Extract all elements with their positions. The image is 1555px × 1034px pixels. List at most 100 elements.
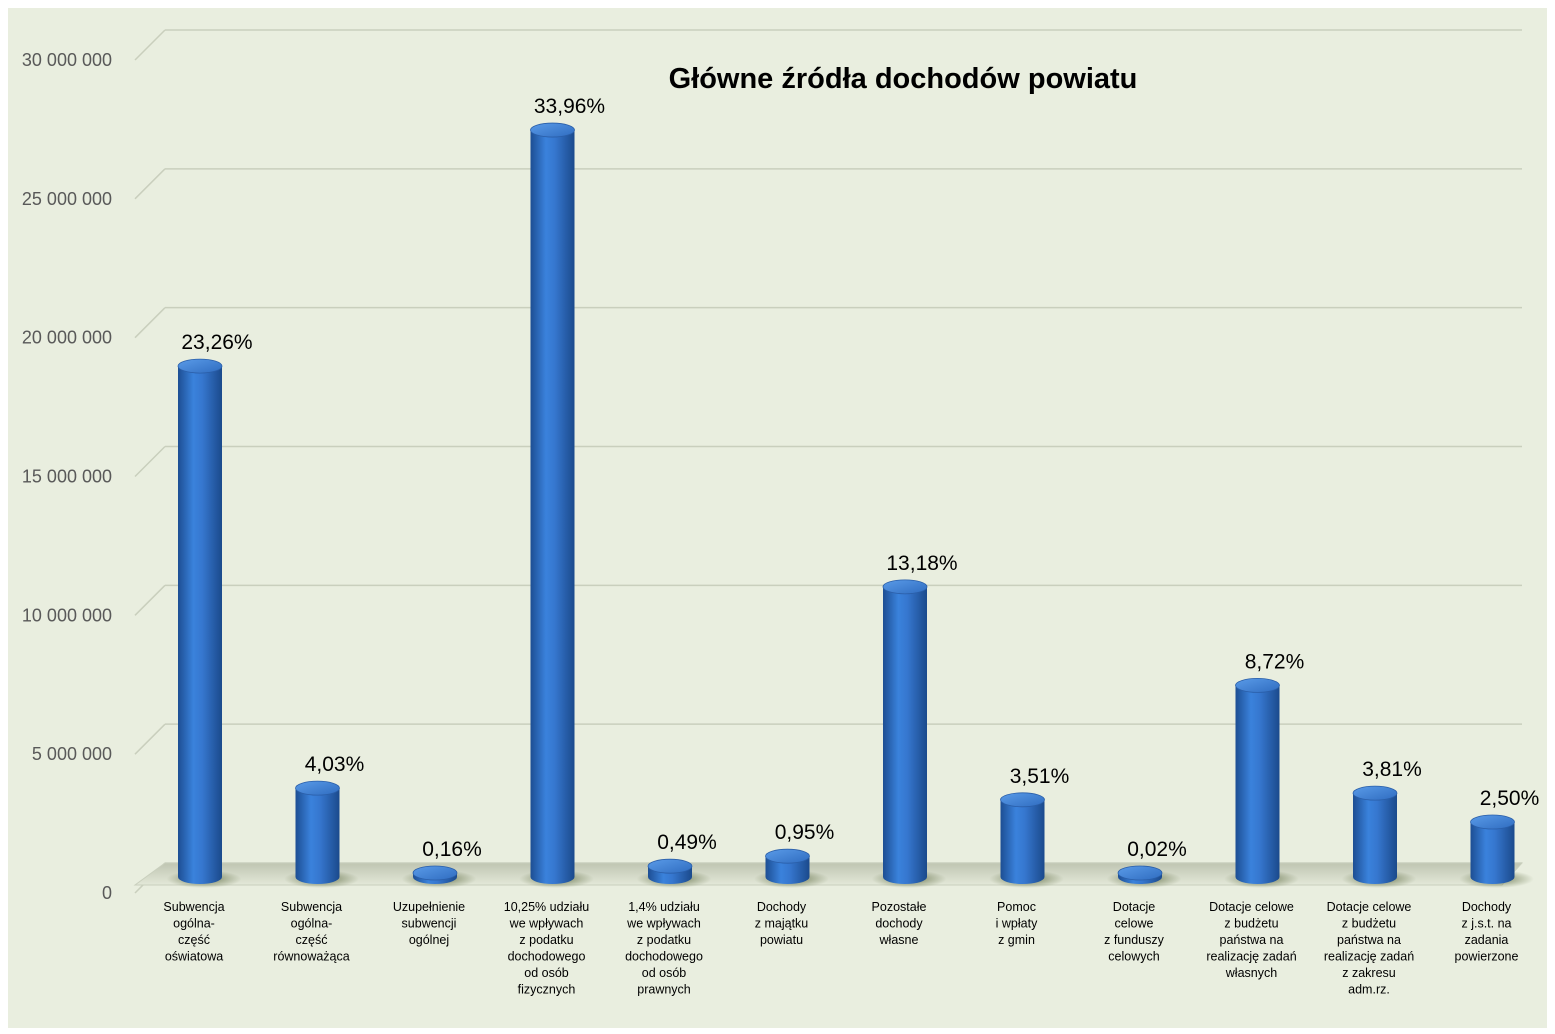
category-label: Subwencja ogólna-część równoważąca xyxy=(273,900,349,964)
category-label-line: część xyxy=(178,933,210,947)
category-label-line: realizację zadań xyxy=(1324,950,1414,964)
category-label-line: 1,4% udziału xyxy=(628,900,700,914)
category-label-line: powiatu xyxy=(760,933,803,947)
gridline-side xyxy=(134,168,166,200)
data-label: 2,50% xyxy=(1480,787,1540,810)
y-axis: 0 5 000 000 10 000 000 15 000 000 20 000 000… xyxy=(22,50,112,903)
bar-body xyxy=(1470,822,1515,885)
bar-top xyxy=(412,865,458,881)
bar-body xyxy=(530,130,575,885)
bar-body xyxy=(178,366,222,884)
data-labels: 23,26% 4,03% 0,16% 33,96% 0,49% 0,95% 13,18% 3,… xyxy=(181,95,1540,861)
category-label-line: Dochody xyxy=(1462,900,1512,914)
category-label-line: adm.rz. xyxy=(1348,983,1390,997)
y-tick-label: 15 000 000 xyxy=(22,467,112,487)
category-label-line: z j.s.t. na xyxy=(1461,917,1511,931)
y-tick-label: 30 000 000 xyxy=(22,50,112,70)
category-label-line: i wpłaty xyxy=(996,917,1038,931)
category-label-line: część xyxy=(296,933,328,947)
category-label-line: Pomoc xyxy=(997,900,1036,914)
category-label-line: własne xyxy=(879,933,919,947)
category-label: Dotacje celowe z budżetu państwa na realiza… xyxy=(1206,900,1296,980)
category-label-line: od osób xyxy=(524,966,569,980)
category-label-line: państwa na xyxy=(1337,933,1401,947)
bar xyxy=(882,579,928,884)
bar xyxy=(647,858,693,884)
bar-top xyxy=(1352,785,1398,801)
category-label-line: prawnych xyxy=(637,983,691,997)
category-label: Dochody z majątku powiatu xyxy=(755,900,809,947)
category-label: Uzupełnienie subwencji ogólnej xyxy=(393,900,465,947)
y-tick-label: 0 xyxy=(102,883,112,903)
category-label-line: Dotacje celowe xyxy=(1209,900,1294,914)
bar-top xyxy=(1235,678,1280,693)
category-label-line: Subwencja xyxy=(281,900,342,914)
category-label-line: oświatowa xyxy=(165,950,223,964)
category-label-line: fizycznych xyxy=(518,983,576,997)
gridline-side xyxy=(134,723,166,755)
category-label-line: państwa na xyxy=(1220,933,1284,947)
category-label-line: ogólna- xyxy=(173,917,215,931)
gridline-side xyxy=(134,307,166,339)
bar-top xyxy=(1470,814,1515,830)
data-label: 13,18% xyxy=(886,552,957,575)
category-label-line: z zakresu xyxy=(1342,966,1396,980)
bar-body xyxy=(1235,685,1280,885)
category-label-line: Dotacje xyxy=(1113,900,1155,914)
data-label: 3,51% xyxy=(1010,765,1070,788)
category-label-line: z podatku xyxy=(519,933,573,947)
gridline-side xyxy=(134,584,166,616)
gridline-side xyxy=(134,445,166,478)
chart-title: Główne źródła dochodów powiatu xyxy=(669,63,1138,95)
data-label: 0,16% xyxy=(422,838,482,861)
category-label-line: Dotacje celowe xyxy=(1327,900,1412,914)
bar xyxy=(1352,785,1398,884)
category-label-line: dochodowego xyxy=(508,950,586,964)
category-label-line: Uzupełnienie xyxy=(393,900,465,914)
category-label: Subwencja ogólna-część oświatowa xyxy=(163,900,224,964)
category-label-line: realizację zadań xyxy=(1206,950,1296,964)
data-label: 0,95% xyxy=(775,821,835,844)
bar-top xyxy=(1117,865,1163,881)
bar-body xyxy=(883,586,927,884)
category-label: 1,4% udziału we wpływach z podatku dochodow… xyxy=(625,900,703,997)
category-label-line: równoważąca xyxy=(273,950,349,964)
bar-top xyxy=(882,579,928,595)
bar-body xyxy=(765,856,810,885)
y-tick-label: 20 000 000 xyxy=(22,328,112,348)
category-label-line: powierzone xyxy=(1455,950,1519,964)
category-label-line: własnych xyxy=(1225,966,1277,980)
bar xyxy=(177,358,223,884)
y-tick-label: 10 000 000 xyxy=(22,605,112,625)
bar-top xyxy=(765,848,810,864)
data-label: 0,49% xyxy=(657,831,717,854)
category-label-line: od osób xyxy=(642,966,687,980)
category-label-line: celowe xyxy=(1115,917,1154,931)
bar-top xyxy=(177,358,223,374)
bar xyxy=(1235,678,1280,885)
category-label-line: we wpływach xyxy=(509,917,584,931)
bar-top xyxy=(530,122,575,138)
bar-top xyxy=(1000,792,1045,808)
category-label-line: ogólnej xyxy=(409,933,449,947)
bar-top xyxy=(295,780,340,796)
category-label: Dotacje celowe z budżetu państwa na realiza… xyxy=(1324,900,1414,997)
data-label: 4,03% xyxy=(305,753,365,776)
data-label: 8,72% xyxy=(1245,650,1305,673)
category-label-line: celowych xyxy=(1108,950,1159,964)
category-label-line: we wpływach xyxy=(626,917,701,931)
bar xyxy=(765,848,810,885)
category-label-line: 10,25% udziału xyxy=(504,900,590,914)
bar-body xyxy=(1353,793,1397,884)
category-label-line: ogólna- xyxy=(291,917,333,931)
category-label-line: zadania xyxy=(1465,933,1509,947)
category-label-line: Subwencja xyxy=(163,900,224,914)
category-label: Dotacje celowe z funduszy celowych xyxy=(1104,900,1165,964)
bar xyxy=(295,780,340,885)
category-label: Dochody z j.s.t. na zadania powierzone xyxy=(1455,900,1519,964)
category-label: Pomoc i wpłaty z gmin xyxy=(996,900,1038,947)
category-label-line: Pozostałe xyxy=(872,900,927,914)
data-label: 23,26% xyxy=(181,331,252,354)
category-label-line: z gmin xyxy=(998,933,1035,947)
bar xyxy=(1000,792,1045,885)
